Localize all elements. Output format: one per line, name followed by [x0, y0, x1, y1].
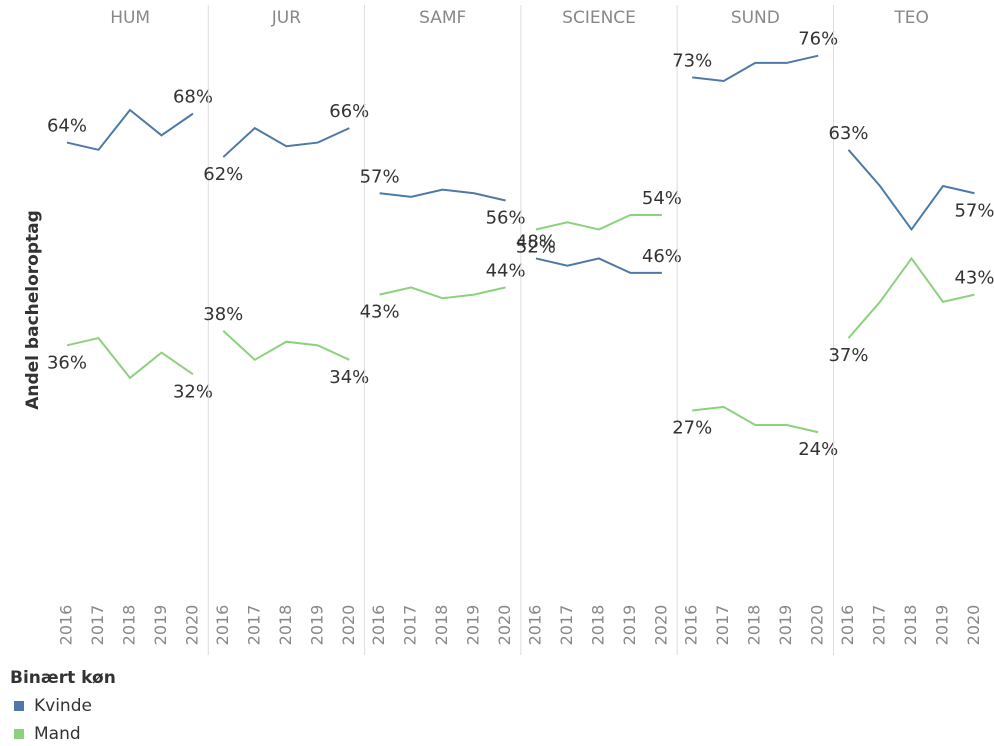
data-label: 56%	[486, 208, 526, 229]
series-line	[692, 405, 819, 434]
x-tick-label: 2017	[244, 605, 263, 646]
x-tick-label: 2018	[276, 605, 295, 646]
series-line	[535, 257, 662, 274]
data-label: 68%	[173, 87, 213, 108]
x-tick-label: 2017	[88, 605, 107, 646]
series-line	[847, 149, 975, 232]
x-tick-label: 2019	[464, 605, 483, 646]
data-label: 44%	[486, 260, 526, 281]
data-label: 38%	[203, 304, 243, 325]
x-tick-label: 2019	[151, 605, 170, 646]
x-tick-label: 2018	[745, 605, 764, 646]
data-label: 34%	[329, 367, 369, 388]
series-line	[222, 330, 350, 362]
x-tick-label: 2017	[557, 605, 576, 646]
panel-title: SCIENCE	[562, 8, 636, 28]
data-label: 62%	[203, 164, 243, 185]
x-tick-label: 2018	[120, 605, 139, 646]
x-tick-label: 2018	[588, 605, 607, 646]
panel-title: HUM	[110, 8, 150, 28]
data-label: 48%	[516, 231, 556, 252]
series-line	[379, 188, 506, 202]
data-label: 43%	[360, 302, 400, 323]
series-line	[66, 336, 194, 380]
x-tick-label: 2016	[525, 605, 544, 646]
x-tick-label: 2020	[495, 605, 514, 646]
legend-swatch	[14, 729, 24, 739]
data-label: 54%	[642, 188, 682, 209]
x-tick-label: 2016	[57, 605, 76, 646]
data-label: 57%	[360, 166, 400, 187]
legend-title: Binært køn	[10, 668, 116, 688]
data-label: 46%	[642, 246, 682, 267]
x-tick-label: 2017	[713, 605, 732, 646]
x-tick-label: 2018	[432, 605, 451, 646]
x-tick-label: 2020	[183, 605, 202, 646]
x-tick-label: 2017	[401, 605, 420, 646]
x-tick-label: 2020	[339, 605, 358, 646]
x-tick-label: 2020	[808, 605, 827, 646]
x-tick-label: 2020	[651, 605, 670, 646]
panel-title: SAMF	[419, 8, 466, 28]
legend-label: Kvinde	[34, 696, 92, 716]
data-label: 52%	[516, 236, 556, 257]
y-axis-label: Andel bacheloroptag	[23, 210, 43, 410]
data-label: 36%	[47, 352, 87, 373]
data-label: 24%	[798, 439, 838, 460]
legend-swatch	[14, 701, 24, 711]
data-label: 73%	[672, 50, 712, 71]
series-line	[379, 286, 506, 300]
data-label: 66%	[329, 101, 369, 122]
x-tick-label: 2019	[933, 605, 952, 646]
legend-label: Mand	[34, 724, 81, 744]
data-label: 27%	[672, 417, 712, 438]
series-line	[692, 54, 819, 83]
x-tick-label: 2019	[776, 605, 795, 646]
x-tick-label: 2019	[307, 605, 326, 646]
x-tick-label: 2018	[901, 605, 920, 646]
x-tick-label: 2016	[369, 605, 388, 646]
series-line	[66, 108, 194, 151]
x-tick-label: 2020	[964, 605, 983, 646]
series-line	[535, 213, 662, 231]
panel-title: JUR	[271, 8, 301, 28]
data-label: 57%	[954, 200, 994, 221]
data-label: 76%	[798, 29, 838, 50]
series-line	[847, 256, 975, 339]
x-tick-label: 2016	[213, 605, 232, 646]
panel-title: TEO	[893, 8, 929, 28]
data-label: 63%	[828, 123, 868, 144]
data-label: 32%	[173, 381, 213, 402]
data-label: 43%	[954, 268, 994, 289]
x-tick-label: 2019	[620, 605, 639, 646]
x-tick-label: 2016	[838, 605, 857, 646]
data-label: 37%	[828, 345, 868, 366]
data-label: 64%	[47, 116, 87, 137]
panel-title: SUND	[731, 8, 780, 28]
x-tick-label: 2016	[682, 605, 701, 646]
series-line	[222, 126, 350, 158]
x-tick-label: 2017	[870, 605, 889, 646]
